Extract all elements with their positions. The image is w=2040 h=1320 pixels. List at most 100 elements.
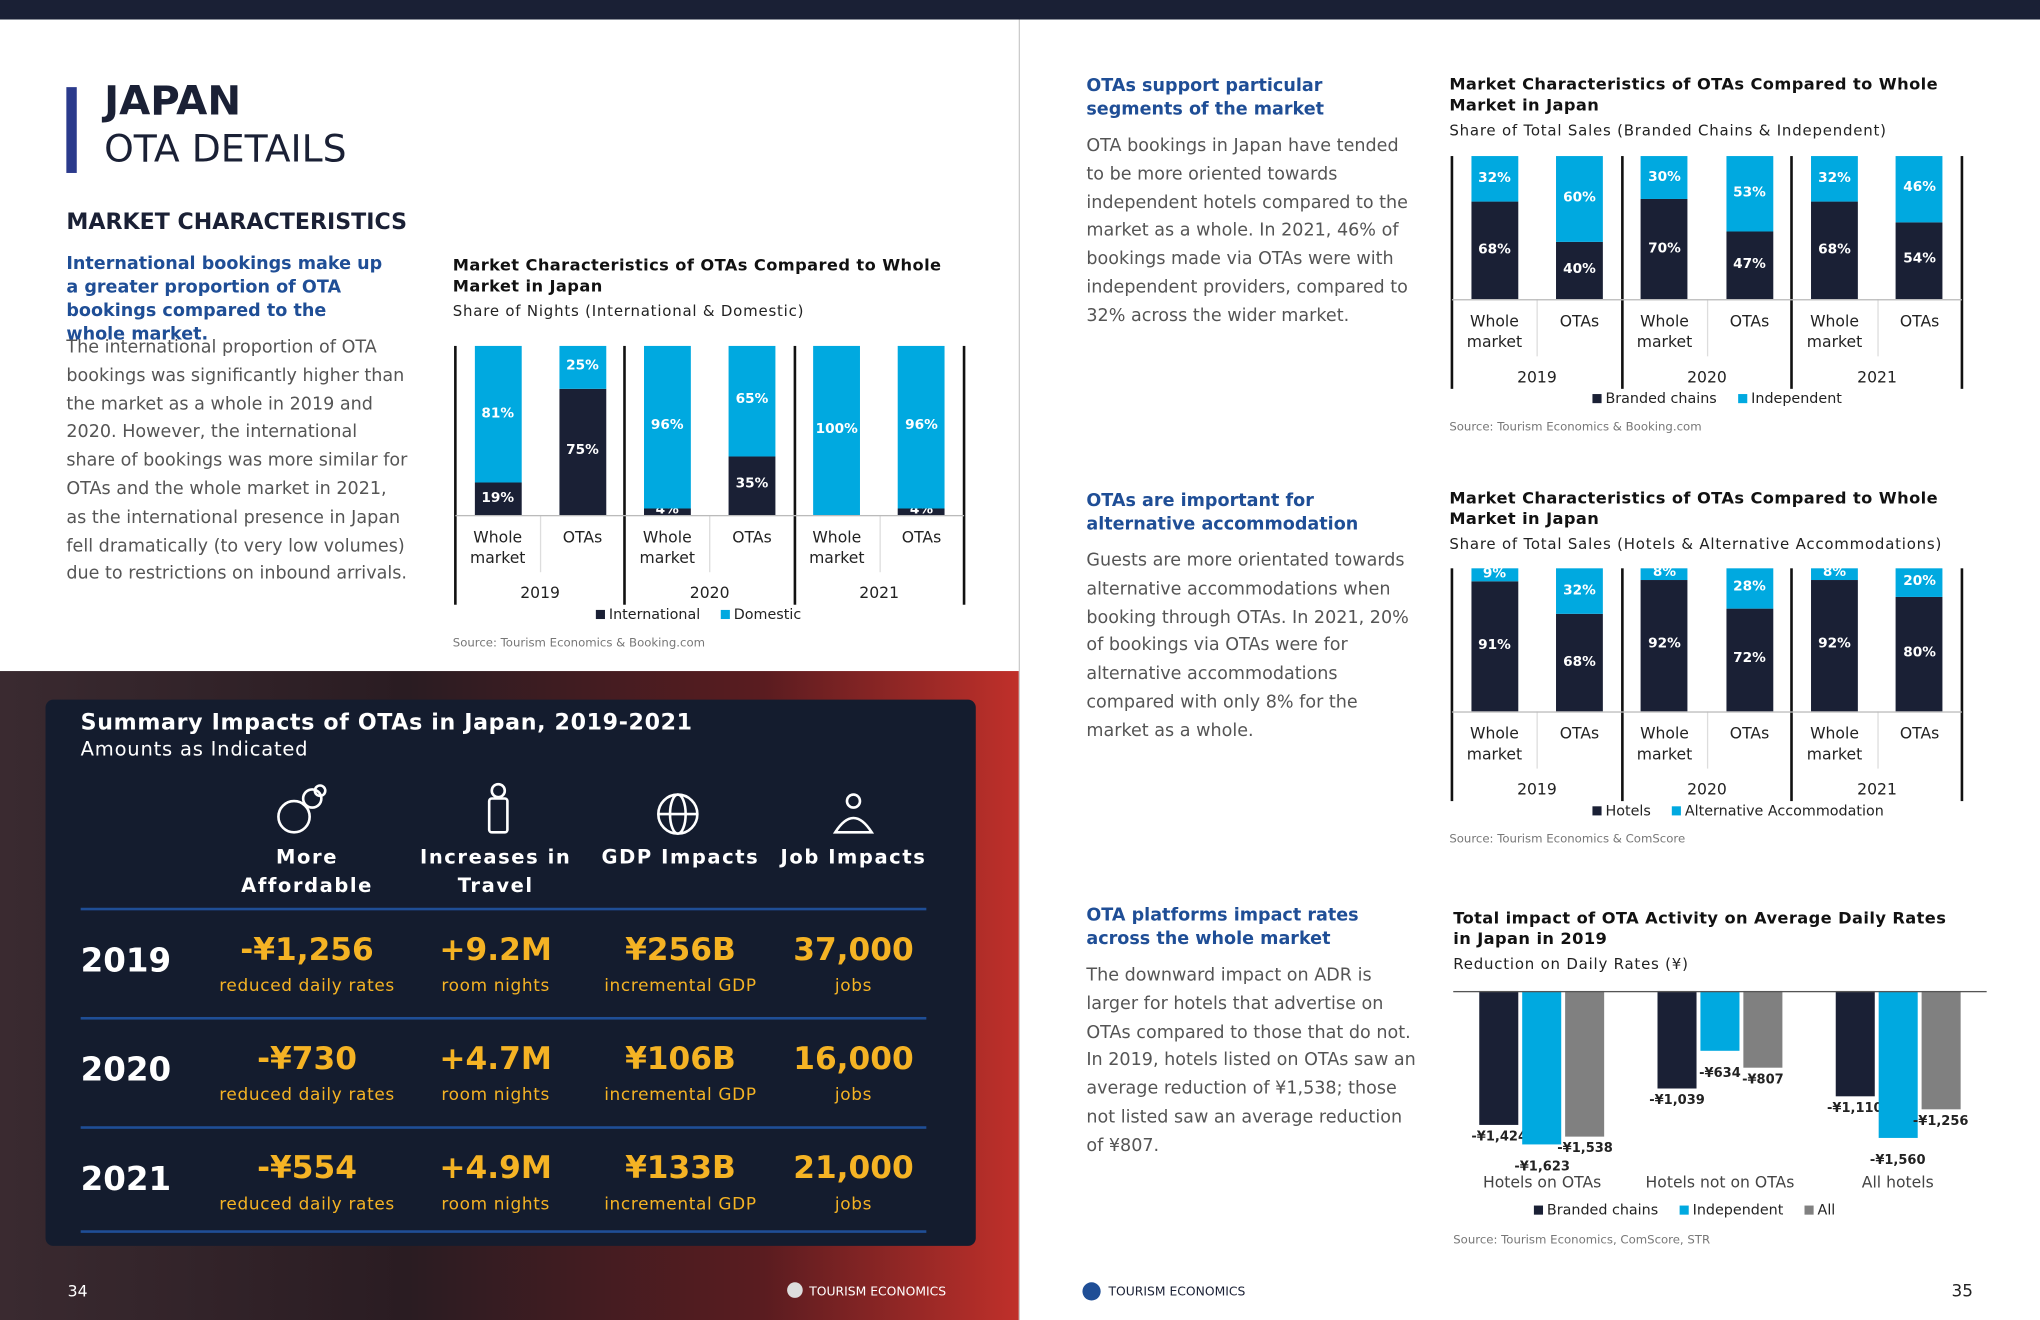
group-label: 2019 bbox=[1517, 780, 1557, 799]
impact-value: 37,000 bbox=[793, 931, 914, 968]
data-label: -¥1,110 bbox=[1826, 1101, 1883, 1116]
data-label: 65% bbox=[735, 391, 769, 408]
bar bbox=[1700, 990, 1740, 1051]
bar-segment bbox=[559, 345, 606, 389]
data-label: 25% bbox=[566, 357, 599, 374]
x-tick-label: Whole market bbox=[470, 527, 526, 568]
row-year: 2019 bbox=[80, 941, 172, 980]
bar-segment bbox=[1811, 579, 1858, 712]
bar-segment bbox=[728, 455, 776, 515]
axis-line bbox=[1451, 299, 1963, 301]
x-tick-label: Hotels on OTAs bbox=[1482, 1173, 1602, 1192]
legend-swatch bbox=[1804, 1205, 1814, 1215]
impact-label: jobs bbox=[834, 1085, 873, 1106]
x-tick-label: Whole market bbox=[1636, 724, 1693, 764]
data-label: 75% bbox=[566, 442, 599, 459]
bar-segment bbox=[1896, 221, 1943, 300]
column-heading: Job Impacts bbox=[780, 845, 927, 869]
legend-swatch bbox=[1592, 394, 1602, 404]
impact-value: -¥730 bbox=[257, 1040, 357, 1077]
impact-label: room nights bbox=[441, 1195, 550, 1215]
legend-label: International bbox=[608, 606, 701, 623]
bar-segment bbox=[643, 508, 691, 515]
data-label: -¥1,538 bbox=[1557, 1141, 1613, 1156]
row-year: 2021 bbox=[80, 1160, 172, 1198]
group-label: 2021 bbox=[859, 583, 900, 603]
bar-segment bbox=[1641, 579, 1688, 712]
data-label: 32% bbox=[1818, 169, 1851, 186]
group-frame bbox=[1790, 568, 1794, 802]
x-tick-label: Whole market bbox=[1636, 312, 1693, 352]
x-tick-label: OTAs bbox=[901, 527, 942, 547]
legend-label: Hotels bbox=[1605, 802, 1651, 820]
page-subtitle: OTA DETAILS bbox=[104, 126, 347, 171]
impact-value: 21,000 bbox=[793, 1149, 914, 1187]
page-title: JAPAN bbox=[104, 78, 242, 125]
impact-label: jobs bbox=[834, 976, 873, 997]
x-tick-label: OTAs bbox=[1899, 312, 1940, 331]
data-label: 40% bbox=[1563, 261, 1596, 278]
data-label: 32% bbox=[1478, 169, 1511, 186]
legend-swatch bbox=[720, 609, 730, 620]
x-tick-label: OTAs bbox=[732, 527, 772, 547]
icon bbox=[277, 784, 327, 834]
bar-segment bbox=[1726, 231, 1773, 300]
logo bbox=[787, 1282, 803, 1298]
impact-value: 16,000 bbox=[793, 1040, 914, 1077]
bar-segment bbox=[728, 345, 776, 456]
bar-segment bbox=[1556, 241, 1603, 300]
x-tick-label: All hotels bbox=[1861, 1173, 1934, 1192]
impact-value: +9.2M bbox=[439, 931, 552, 968]
bar-segment bbox=[474, 482, 522, 515]
bar-segment bbox=[1471, 568, 1518, 582]
lead: International bookings make up a greater… bbox=[66, 253, 383, 345]
data-label: -¥1,039 bbox=[1649, 1094, 1705, 1109]
bar bbox=[1743, 990, 1783, 1068]
data-label: 46% bbox=[1903, 179, 1936, 196]
legend-swatch bbox=[595, 609, 605, 620]
chart-title: Total impact of OTA Activity on Average … bbox=[1453, 907, 1947, 949]
bar bbox=[1522, 990, 1562, 1145]
data-label: 60% bbox=[1563, 189, 1596, 206]
title-accent bbox=[66, 87, 77, 173]
legend-swatch bbox=[1671, 806, 1681, 816]
bar-segment bbox=[1726, 156, 1773, 232]
row-separator bbox=[80, 907, 927, 911]
bar-segment bbox=[1471, 201, 1518, 300]
impact-label: reduced daily rates bbox=[219, 976, 395, 997]
row-year: 2020 bbox=[80, 1050, 172, 1089]
chart-title: Market Characteristics of OTAs Compared … bbox=[452, 254, 942, 296]
axis-line bbox=[1453, 990, 1987, 993]
legend-label: Domestic bbox=[733, 606, 802, 623]
tick-separator bbox=[1706, 299, 1709, 357]
bar-segment bbox=[1556, 156, 1603, 242]
column-heading: GDP Impacts bbox=[601, 845, 760, 869]
bar-segment bbox=[813, 345, 861, 515]
axis-line bbox=[455, 514, 964, 517]
legend-label: Independent bbox=[1751, 390, 1842, 408]
x-tick-label: OTAs bbox=[562, 527, 603, 547]
group-frame bbox=[1620, 156, 1624, 389]
data-label: -¥1,560 bbox=[1869, 1153, 1926, 1169]
bar-segment bbox=[1641, 156, 1688, 199]
bar-segment bbox=[1641, 198, 1688, 300]
row-separator bbox=[80, 1230, 927, 1233]
data-label: -¥634 bbox=[1699, 1066, 1741, 1081]
body-text: The international proportion of OTA book… bbox=[66, 336, 408, 585]
legend-label: Alternative Accommodation bbox=[1684, 802, 1884, 820]
section-title: MARKET CHARACTERISTICS bbox=[66, 209, 408, 236]
section-body: OTA bookings in Japan have tended to be … bbox=[1086, 135, 1408, 327]
bar-segment bbox=[1471, 581, 1518, 712]
axis-line bbox=[1451, 711, 1963, 713]
bar-segment bbox=[1811, 201, 1858, 300]
impact-label: incremental GDP bbox=[604, 976, 757, 997]
impact-label: room nights bbox=[441, 976, 550, 997]
legend-label: All bbox=[1817, 1201, 1836, 1219]
section-body: The downward impact on ADR is larger for… bbox=[1086, 964, 1416, 1156]
bar-segment bbox=[1726, 568, 1773, 609]
section-heading: OTAs support particular segments of the … bbox=[1086, 75, 1325, 120]
chart-title: Market Characteristics of OTAs Compared … bbox=[1449, 487, 1939, 528]
bar-segment bbox=[1811, 156, 1858, 202]
data-label: 30% bbox=[1648, 168, 1681, 185]
